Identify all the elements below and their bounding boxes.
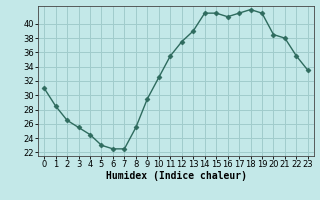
- X-axis label: Humidex (Indice chaleur): Humidex (Indice chaleur): [106, 171, 246, 181]
